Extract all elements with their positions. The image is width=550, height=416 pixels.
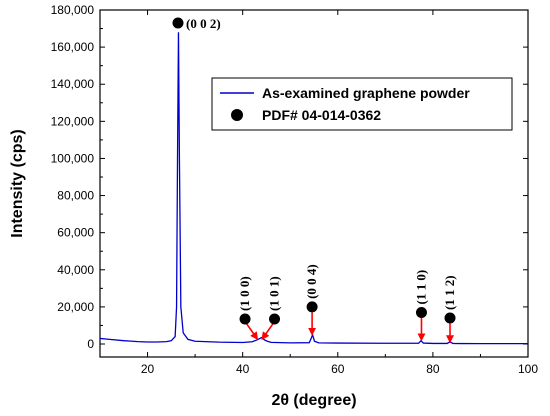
peak-label: (1 1 0) [413, 270, 428, 305]
x-tick-label: 80 [426, 362, 440, 376]
x-tick-label: 20 [141, 362, 155, 376]
y-tick-label: 80,000 [57, 189, 94, 203]
y-tick-label: 60,000 [57, 226, 94, 240]
x-tick-label: 100 [518, 362, 538, 376]
legend-marker-swatch [231, 109, 243, 121]
peak-label: (0 0 4) [304, 264, 319, 299]
legend: As-examined graphene powder PDF# 04-014-0… [211, 77, 513, 131]
y-axis-title: Intensity (cps) [9, 129, 26, 237]
y-tick-label: 140,000 [51, 77, 95, 91]
y-tick-label: 160,000 [51, 40, 95, 54]
x-tick-label: 60 [331, 362, 345, 376]
y-tick-label: 40,000 [57, 263, 94, 277]
legend-box [211, 77, 513, 131]
legend-label-graphene: As-examined graphene powder [262, 85, 470, 101]
axes: 20 40 60 80 100 0 20,000 40,000 60,000 80,000 100,… [51, 3, 539, 376]
x-tick-label: 40 [236, 362, 250, 376]
peak-label: (1 0 0) [237, 276, 252, 311]
y-tick-label: 100,000 [51, 151, 95, 165]
peak-label: (1 0 1) [267, 276, 282, 311]
peak-arrow [261, 323, 274, 341]
reference-peak-marker [444, 312, 456, 324]
plot-frame [99, 9, 529, 358]
y-tick-label: 0 [87, 337, 94, 351]
y-tick-label: 20,000 [57, 300, 94, 314]
peak-label: (1 1 2) [442, 275, 457, 310]
reference-peak-marker [239, 313, 251, 325]
peak-markers: (0 0 2) (1 0 0) (1 0 1) (0 0 4) (1 1 0) (1 1 … [172, 16, 457, 344]
x-axis-title: 2θ (degree) [271, 392, 356, 409]
reference-peak-marker [306, 301, 318, 313]
reference-peak-marker [172, 17, 184, 29]
y-tick-label: 180,000 [51, 3, 95, 17]
reference-peak-marker [269, 313, 281, 325]
legend-label-pdf: PDF# 04-014-0362 [262, 107, 381, 123]
y-tick-label: 120,000 [51, 114, 95, 128]
peak-arrow [245, 323, 259, 341]
reference-peak-marker [415, 306, 427, 318]
peak-label: (0 0 2) [186, 16, 221, 31]
